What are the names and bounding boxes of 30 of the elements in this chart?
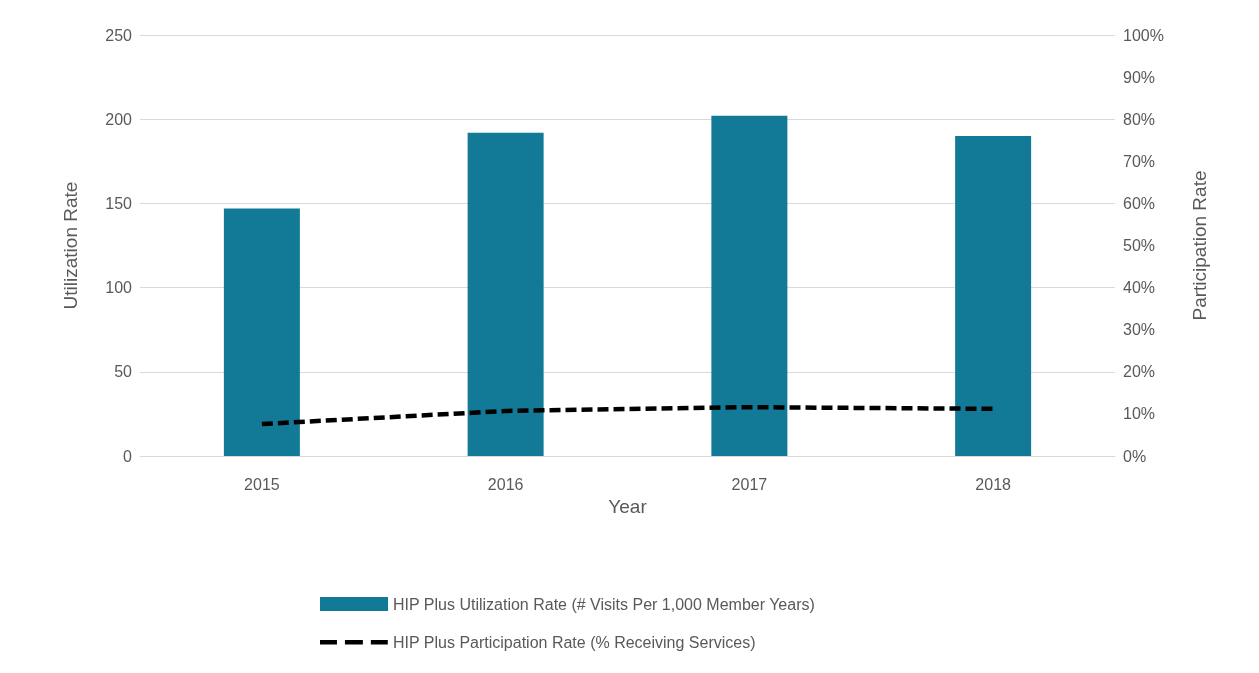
y2-tick-label: 20%: [1123, 363, 1156, 381]
y2-tick-label: 50%: [1123, 237, 1156, 254]
y-tick-label: 200: [105, 110, 133, 128]
bar: [955, 136, 1032, 456]
bar: [223, 208, 300, 456]
y-tick-label: 50: [114, 363, 133, 381]
y-tick-label: 0: [123, 447, 133, 465]
x-tick-label: 2018: [975, 475, 1012, 493]
x-tick-label: 2017: [731, 475, 768, 493]
y2-tick-label: 60%: [1123, 194, 1156, 212]
y2-tick-label: 70%: [1123, 152, 1156, 170]
y2-tick-label: 90%: [1123, 68, 1156, 86]
y2-tick-label: 40%: [1123, 279, 1156, 297]
y2-tick-label: 100%: [1123, 26, 1164, 44]
y2-tick-label: 0%: [1123, 447, 1147, 465]
y-tick-label: 150: [105, 194, 133, 212]
y-tick-label: 100: [105, 279, 133, 297]
legend-label: HIP Plus Participation Rate (% Receiving Services): [393, 633, 756, 651]
y-tick-label: 250: [105, 26, 133, 44]
y2-tick-label: 10%: [1123, 405, 1156, 423]
x-tick-label: 2016: [487, 475, 524, 493]
y-axis-title: Utilization Rate: [60, 181, 81, 310]
bar: [711, 115, 788, 456]
x-axis-title: Year: [608, 495, 648, 517]
y2-axis-title: Participation Rate: [1189, 170, 1210, 321]
x-tick-label: 2015: [244, 475, 280, 493]
bar: [467, 132, 544, 456]
y2-tick-label: 80%: [1123, 110, 1156, 128]
y2-tick-label: 30%: [1123, 321, 1156, 339]
legend-label: HIP Plus Utilization Rate (# Visits Per 1,000 Member Years): [393, 595, 815, 613]
